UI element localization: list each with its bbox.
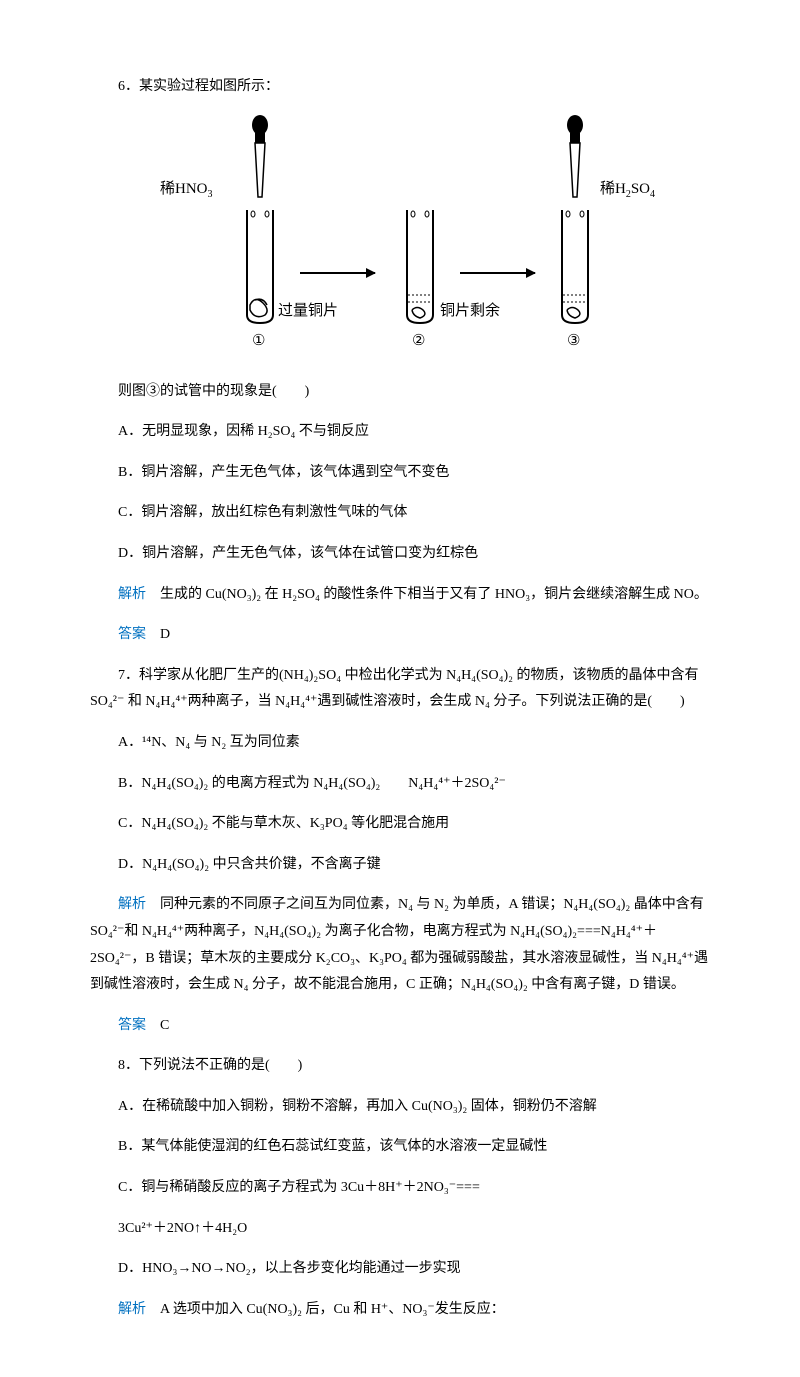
- q7-answer: 答案 C: [90, 1013, 710, 1040]
- dropper-tube-3: [550, 115, 600, 325]
- explain-label: 解析: [118, 897, 146, 912]
- q6-optC: C．铜片溶解，放出红棕色有刺激性气味的气体: [90, 500, 710, 527]
- q8-explain: 解析 A 选项中加入 Cu(NO₃)₂ 后，Cu 和 H⁺、NO₃⁻发生反应：: [90, 1297, 710, 1324]
- document-page: 6．某实验过程如图所示： 稀HNO3 过量铜片 ①: [0, 0, 800, 1377]
- q8-optC: C．铜与稀硝酸反应的离子方程式为 3Cu＋8H⁺＋2NO₃⁻===: [90, 1175, 710, 1202]
- q8-optB: B．某气体能使湿润的红色石蕊试红变蓝，该气体的水溶液一定显碱性: [90, 1134, 710, 1161]
- explain-label: 解析: [118, 1302, 146, 1317]
- q7-optC: C．N₄H₄(SO₄)₂ 不能与草木灰、K₃PO₄ 等化肥混合施用: [90, 811, 710, 838]
- arrow-1: [300, 272, 375, 274]
- explain-label: 解析: [118, 587, 146, 602]
- label-hno3: 稀HNO3: [160, 175, 213, 204]
- q6-prompt: 则图③的试管中的现象是( ): [90, 379, 710, 406]
- answer-label: 答案: [118, 627, 146, 642]
- q7-optD: D．N₄H₄(SO₄)₂ 中只含共价键，不含离子键: [90, 852, 710, 879]
- q6-stem: 6．某实验过程如图所示：: [90, 74, 710, 101]
- q6-explain: 解析 生成的 Cu(NO₃)₂ 在 H₂SO₄ 的酸性条件下相当于又有了 HNO…: [90, 582, 710, 609]
- q7-stem: 7．科学家从化肥厂生产的(NH₄)₂SO₄ 中检出化学式为 N₄H₄(SO₄)₂…: [90, 663, 710, 716]
- q6-optB: B．铜片溶解，产生无色气体，该气体遇到空气不变色: [90, 460, 710, 487]
- tube-2: [395, 210, 445, 325]
- label-num-1: ①: [252, 327, 265, 356]
- label-excess-cu: 过量铜片: [278, 297, 338, 326]
- label-cu-remain: 铜片剩余: [440, 297, 500, 326]
- label-num-2: ②: [412, 327, 425, 356]
- q7-optA: A．¹⁴N、N₄ 与 N₂ 互为同位素: [90, 730, 710, 757]
- dropper-tube-1: [235, 115, 285, 325]
- q8-optD: D．HNO₃→NO→NO₂，以上各步变化均能通过一步实现: [90, 1256, 710, 1283]
- q6-optD: D．铜片溶解，产生无色气体，该气体在试管口变为红棕色: [90, 541, 710, 568]
- q6-answer: 答案 D: [90, 622, 710, 649]
- label-h2so4: 稀H2SO4: [600, 175, 655, 204]
- q7-optB: B．N₄H₄(SO₄)₂ 的电离方程式为 N₄H₄(SO₄)₂ N₄H₄⁴⁺＋2…: [90, 771, 710, 798]
- q8-optC2: 3Cu²⁺＋2NO↑＋4H₂O: [90, 1216, 710, 1243]
- q6-diagram: 稀HNO3 过量铜片 ① 铜片剩余 ②: [150, 115, 650, 365]
- q8-optA: A．在稀硫酸中加入铜粉，铜粉不溶解，再加入 Cu(NO₃)₂ 固体，铜粉仍不溶解: [90, 1094, 710, 1121]
- q8-stem: 8．下列说法不正确的是( ): [90, 1053, 710, 1080]
- label-num-3: ③: [567, 327, 580, 356]
- q7-explain: 解析 同种元素的不同原子之间互为同位素，N₄ 与 N₂ 为单质，A 错误；N₄H…: [90, 892, 710, 998]
- q6-optA: A．无明显现象，因稀 H₂SO₄ 不与铜反应: [90, 419, 710, 446]
- arrow-2: [460, 272, 535, 274]
- answer-label: 答案: [118, 1018, 146, 1033]
